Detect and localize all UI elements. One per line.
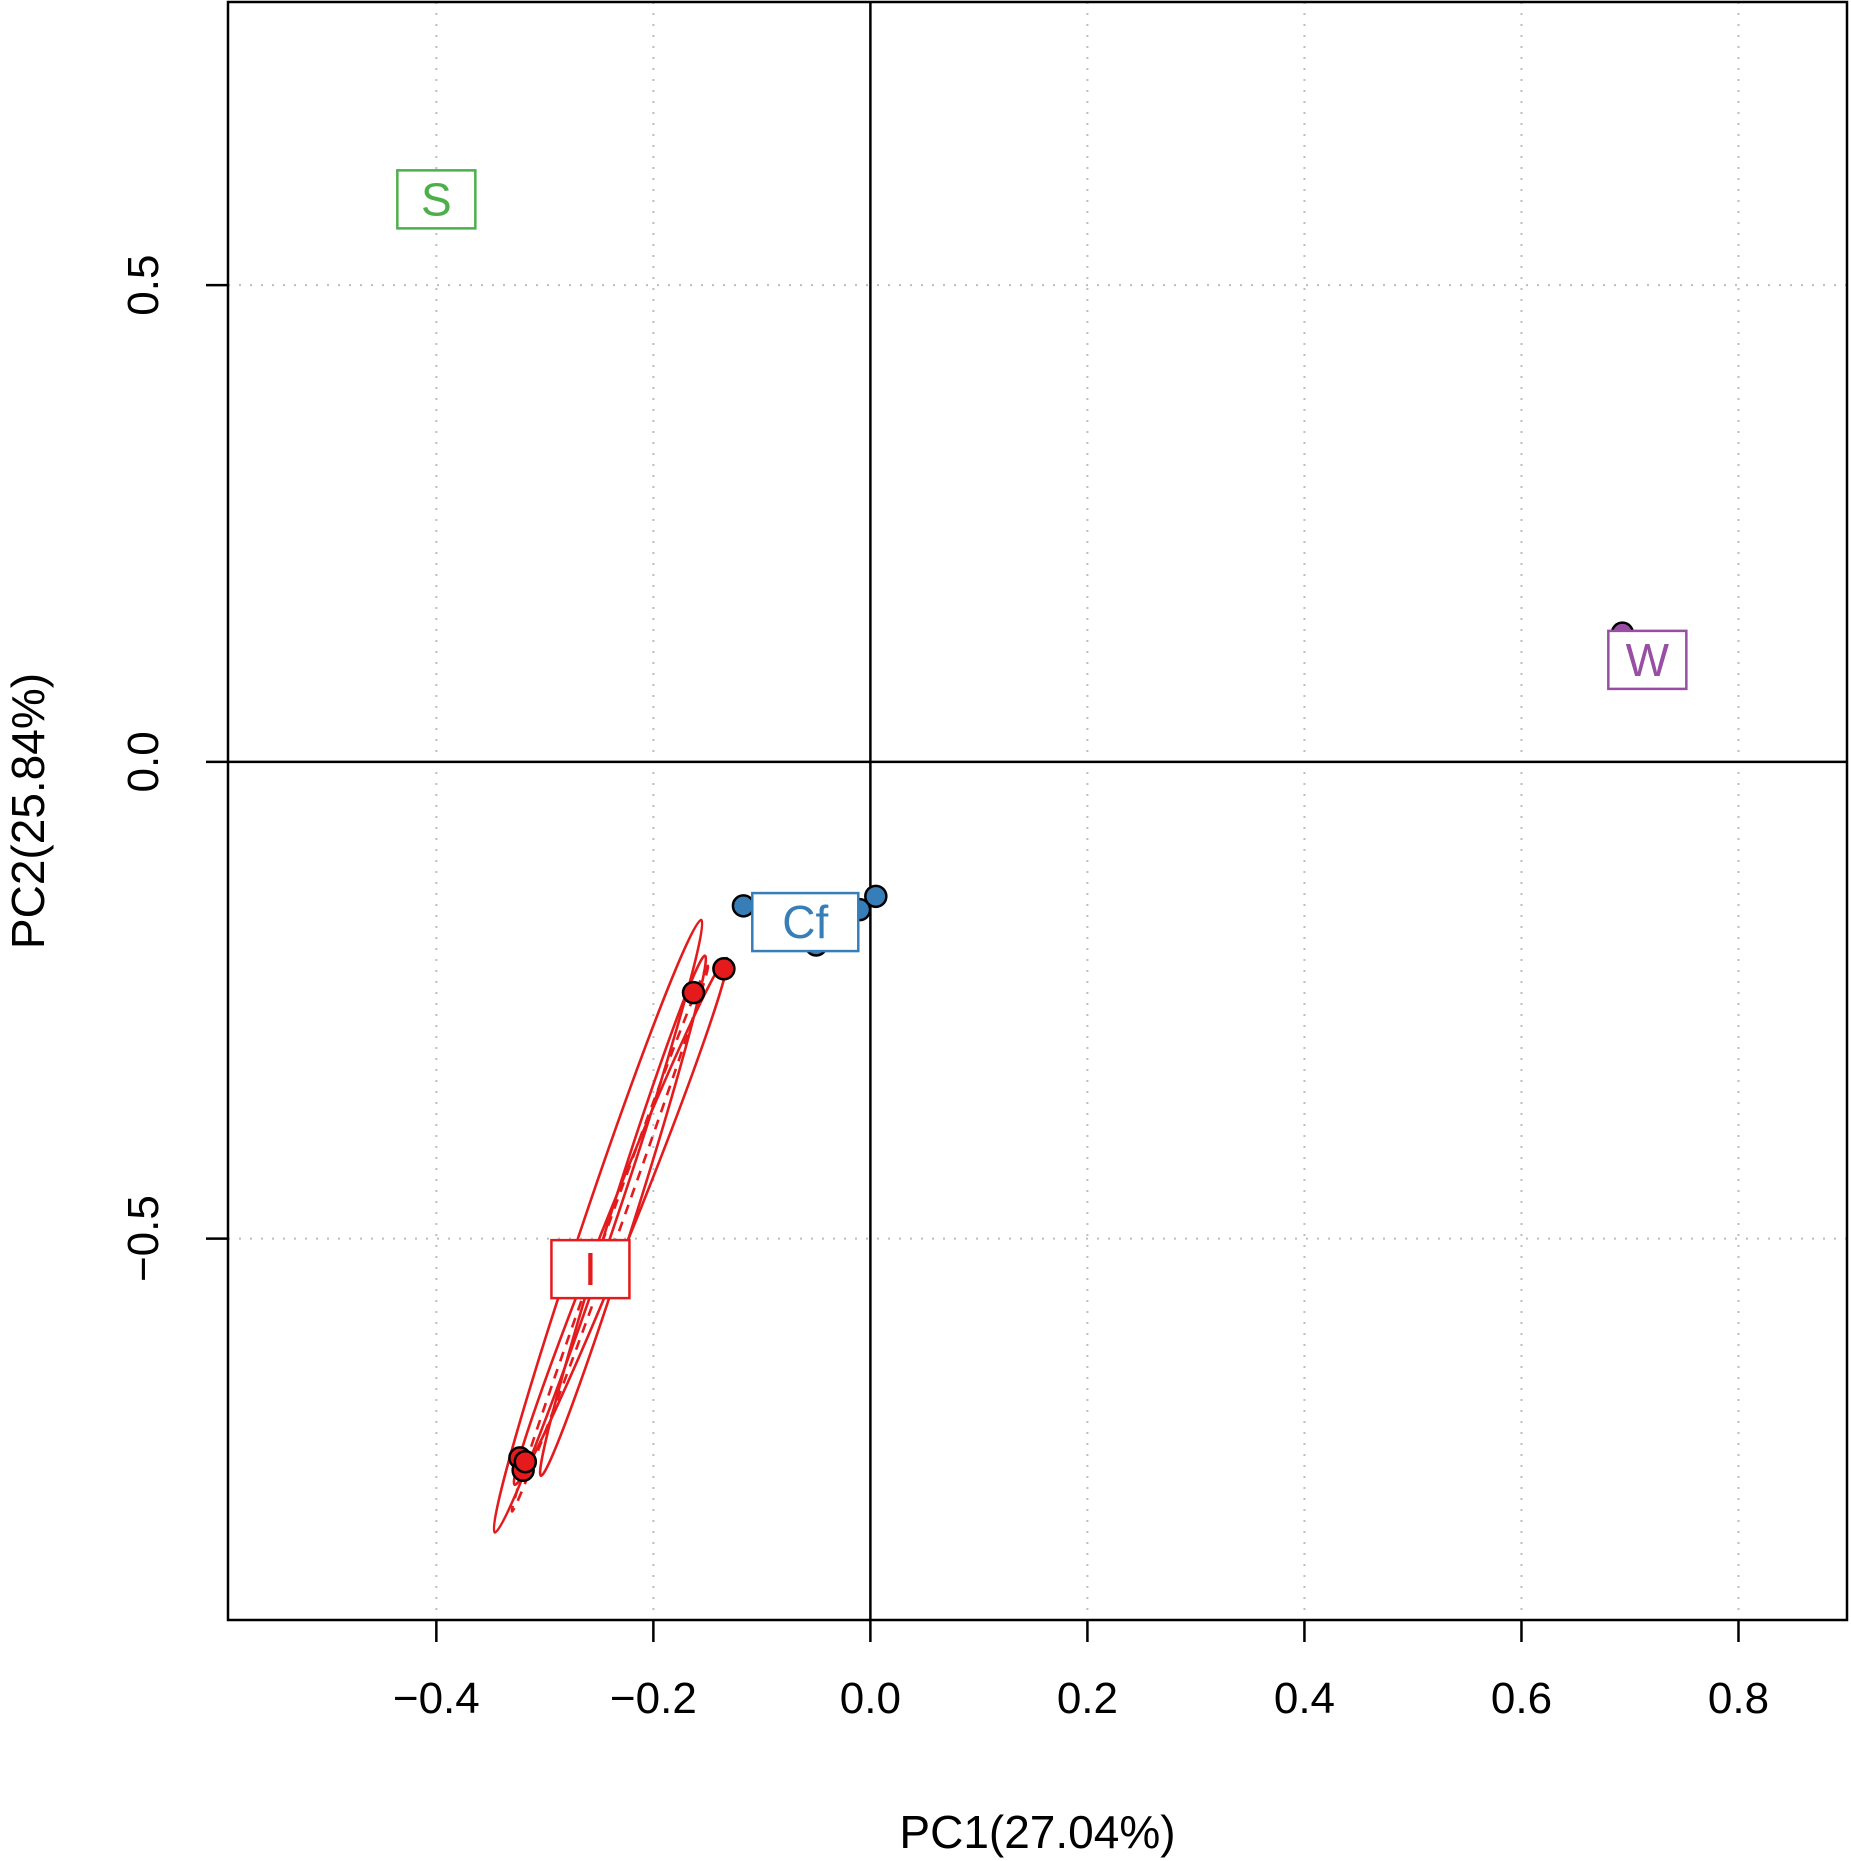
group-label-W: W bbox=[1626, 634, 1670, 686]
ellipse-I-0 bbox=[492, 918, 704, 1534]
point-I-0 bbox=[681, 980, 706, 1005]
y-tick-label-0m5: −0.5 bbox=[119, 1195, 168, 1282]
group-label-box-W bbox=[1607, 629, 1688, 691]
group-labels: S W Cf I bbox=[396, 169, 1688, 1300]
x-tick-label-0m8: 0.8 bbox=[1708, 1674, 1769, 1723]
x-axis: −0.4 −0.2 0.0 0.2 0.4 0.6 0.8 bbox=[393, 1620, 1769, 1723]
group-label-I: I bbox=[584, 1243, 597, 1295]
x-tick-label-0: 0.0 bbox=[840, 1674, 901, 1723]
x-tick-label-0m2: −0.2 bbox=[610, 1674, 697, 1723]
y-axis-title: PC2(25.84%) bbox=[2, 673, 54, 949]
group-label-S: S bbox=[421, 173, 452, 225]
group-label-Cf: Cf bbox=[782, 896, 828, 948]
ellipse-I-1 bbox=[512, 956, 729, 1487]
zero-reference-lines bbox=[228, 2, 1847, 1620]
x-tick-label-0m2: 0.2 bbox=[1057, 1674, 1118, 1723]
group-label-box-Cf bbox=[751, 891, 860, 953]
confidence-ellipses bbox=[492, 918, 729, 1534]
group-label-box-S bbox=[396, 169, 477, 230]
group-label-box-I bbox=[550, 1238, 631, 1300]
x-tick-label-0m4: −0.4 bbox=[393, 1674, 480, 1723]
point-Cf-0 bbox=[731, 894, 756, 918]
plot-frame bbox=[226, 0, 1849, 1622]
y-axis: −0.5 0.0 0.5 bbox=[119, 255, 228, 1282]
x-axis-title: PC1(27.04%) bbox=[899, 1806, 1175, 1858]
point-I-1 bbox=[712, 957, 736, 981]
point-Cf-3 bbox=[864, 884, 888, 909]
x-tick-label-0m6: 0.6 bbox=[1491, 1674, 1552, 1723]
grid-lines bbox=[228, 2, 1847, 1620]
ellipse-I-2 bbox=[538, 954, 708, 1478]
x-tick-label-0m4: 0.4 bbox=[1274, 1674, 1335, 1723]
y-tick-label-0: 0.0 bbox=[119, 731, 168, 792]
point-I-4 bbox=[513, 1449, 538, 1474]
y-tick-label-0m5: 0.5 bbox=[119, 255, 168, 316]
